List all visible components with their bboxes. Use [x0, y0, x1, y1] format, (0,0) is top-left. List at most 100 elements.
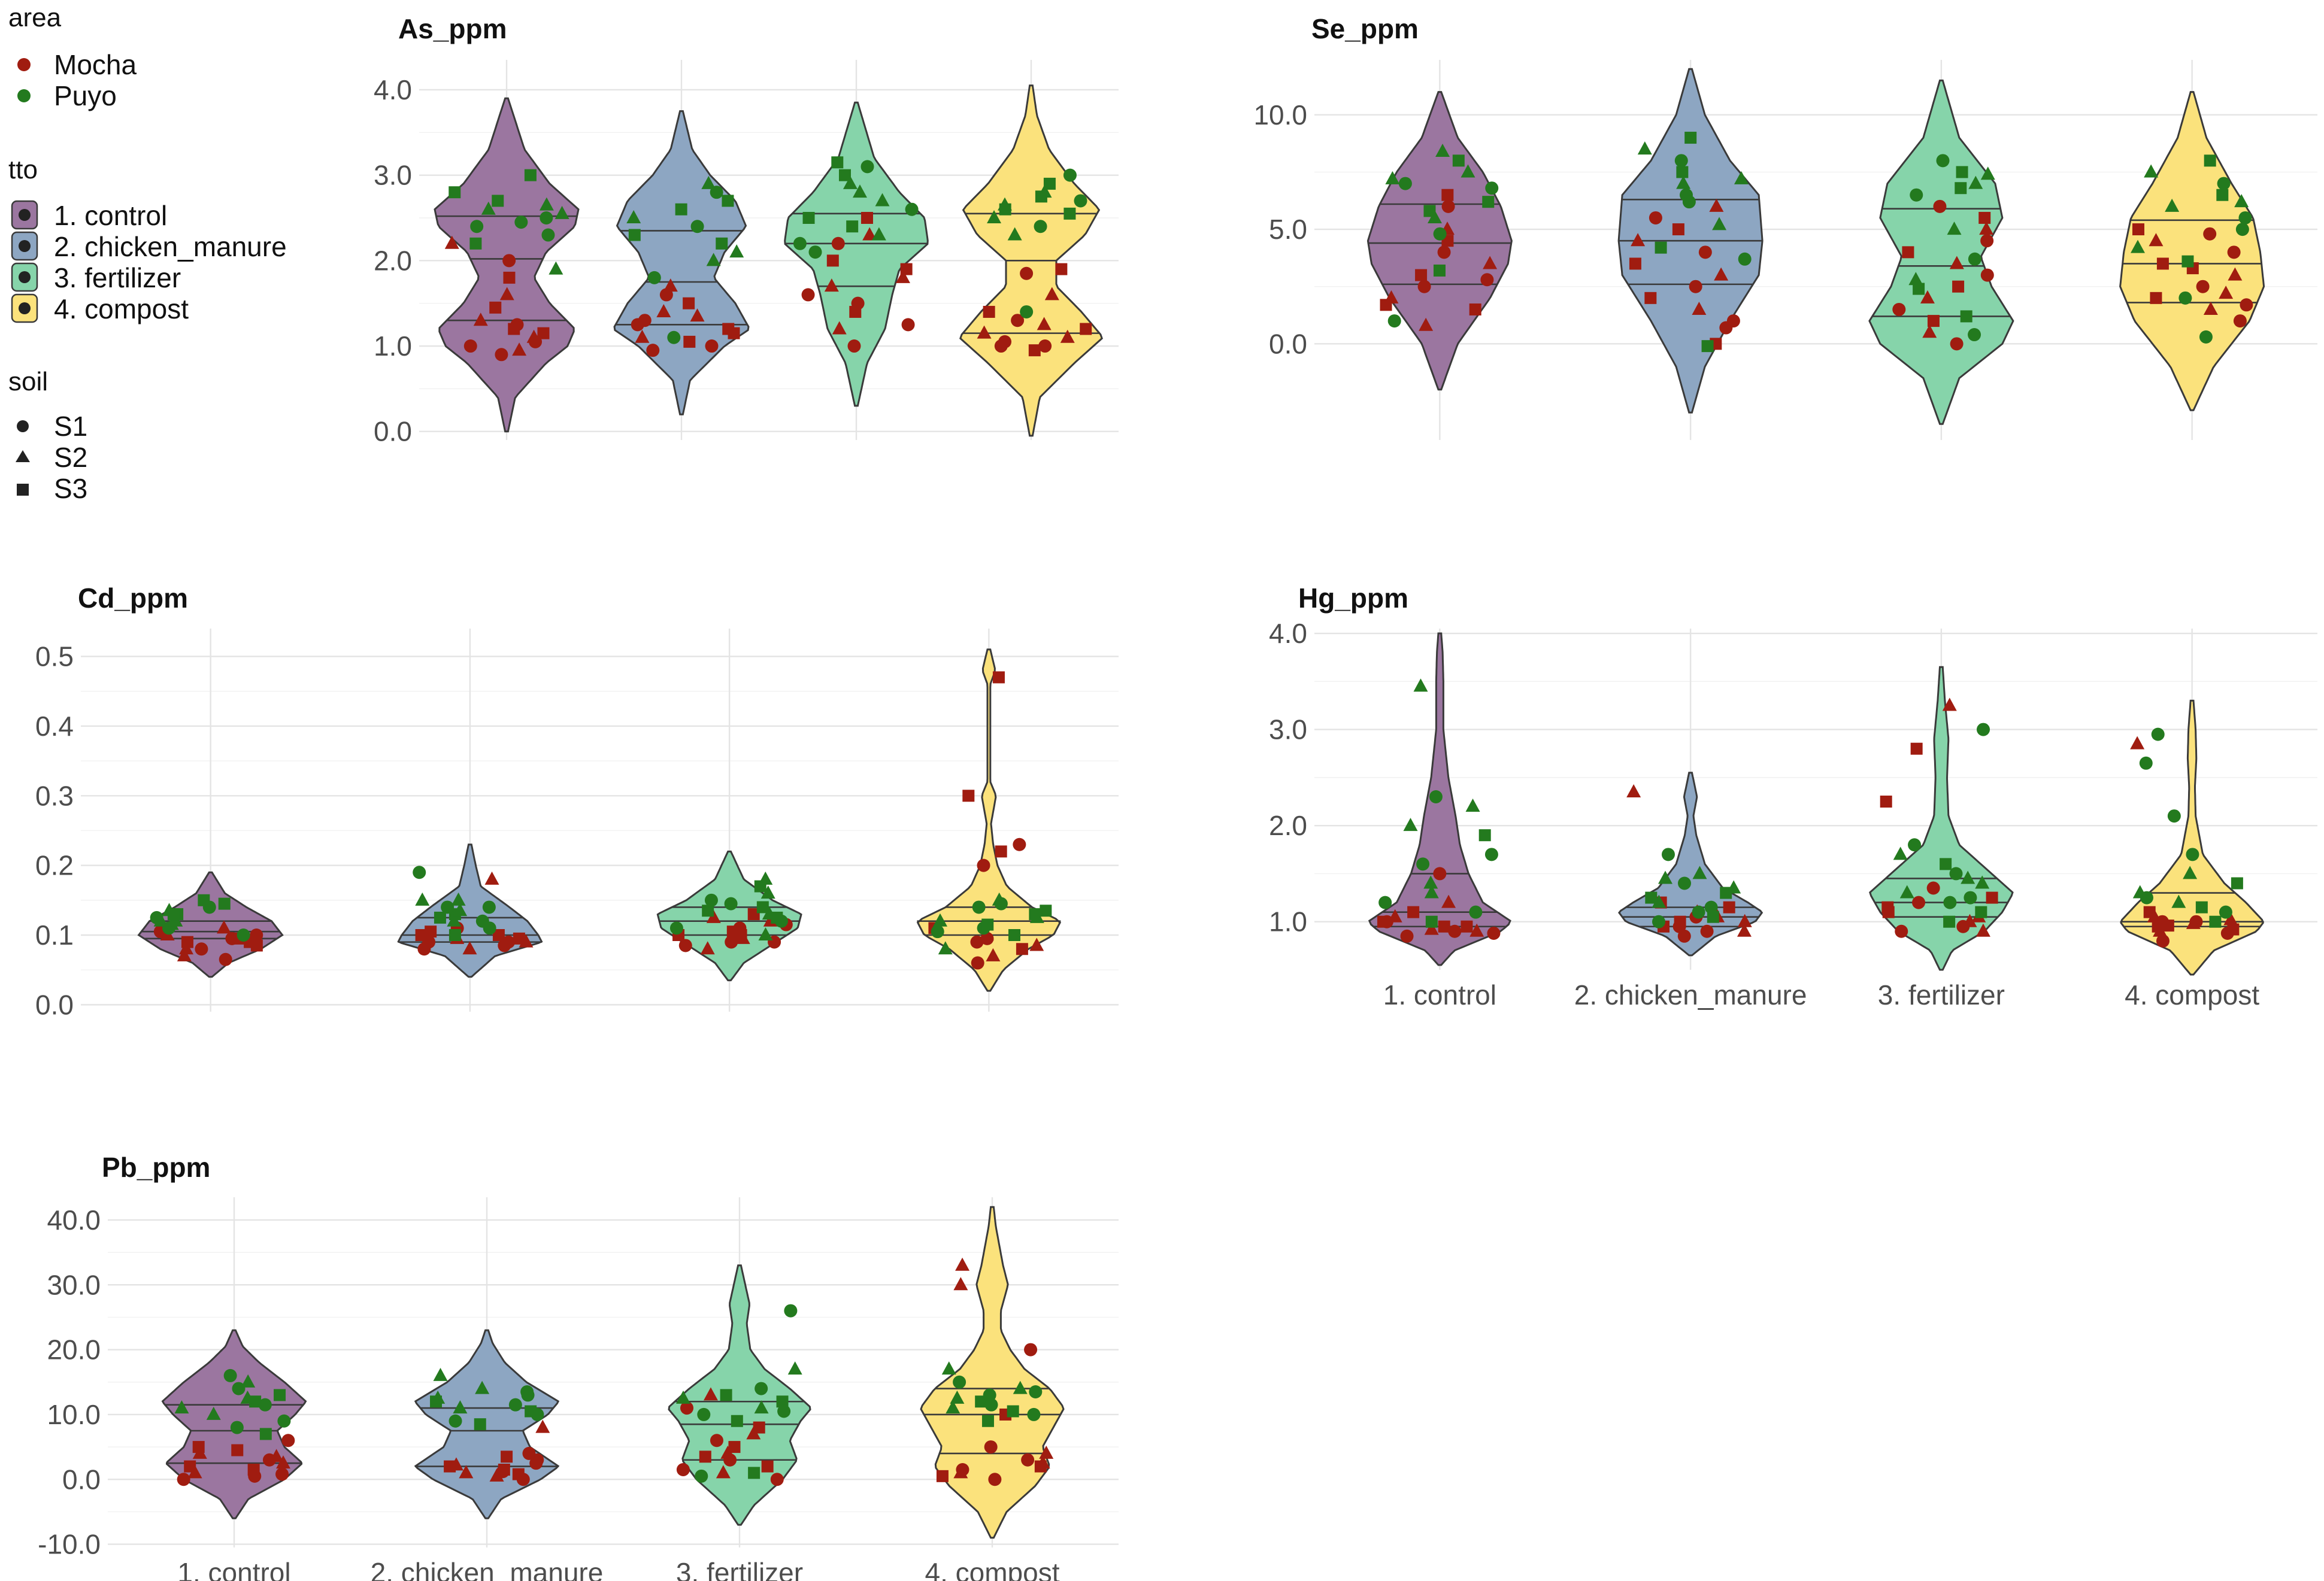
hg-ppm-point [2183, 866, 2198, 879]
pb-ppm-point [247, 1464, 260, 1476]
hg-ppm-ytick-label: 1.0 [1269, 906, 1307, 937]
pb-ppm-point [787, 1361, 802, 1375]
cd-ppm-point [994, 897, 1008, 911]
hg-ppm-point [2219, 905, 2232, 919]
cd-ppm-point [1008, 929, 1021, 941]
pb-ppm-point [720, 1445, 735, 1459]
se-ppm-point [1482, 196, 1495, 208]
hg-ppm-point [1881, 901, 1894, 914]
cd-ppm-ytick-label: 0.3 [35, 780, 74, 811]
pb-ppm-point [955, 1257, 970, 1271]
se-ppm-point [1461, 164, 1475, 178]
se-ppm-point [1423, 205, 1436, 217]
se-ppm-point [2156, 257, 2169, 270]
pb-ppm-point [453, 1400, 468, 1414]
pb-ppm-xtick-label: 3. fertilizer [676, 1557, 803, 1581]
hg-ppm-point [1478, 829, 1491, 842]
se-ppm-point [2132, 223, 2145, 236]
se-ppm-point [1433, 264, 1446, 277]
legend-tto-chicken-manure-key-dot [19, 240, 31, 252]
as-ppm-point [502, 254, 516, 268]
se-ppm-ytick-label: 0.0 [1269, 328, 1307, 359]
hg-ppm-point [1964, 891, 1977, 905]
hg-ppm-point [2195, 901, 2208, 914]
se-ppm-point [2227, 245, 2241, 259]
hg-ppm-point [1465, 799, 1480, 812]
cd-ppm-point [986, 948, 1001, 961]
hg-ppm-point [1652, 894, 1667, 908]
hg-ppm-point [1961, 870, 1975, 884]
as-ppm-point [871, 227, 886, 241]
se-ppm-point [1672, 223, 1684, 236]
se-ppm-point [2204, 154, 2216, 167]
pb-ppm-point [983, 1388, 996, 1402]
pb-ppm-point [953, 1277, 968, 1291]
pb-ppm-point [753, 1421, 765, 1434]
pb-ppm-ytick-label: 30.0 [47, 1269, 101, 1300]
as-ppm-point [489, 301, 502, 314]
as-ppm-point [646, 344, 660, 357]
hg-ppm-point [1975, 906, 1987, 918]
legend-tto-chicken-manure-label: 2. chicken_manure [54, 231, 287, 262]
cd-ppm-point [441, 900, 455, 914]
pb-ppm-point [431, 1390, 446, 1404]
hg-ppm-point [1899, 885, 1914, 899]
pb-ppm-point [936, 1470, 949, 1482]
as-ppm-point [846, 220, 859, 233]
pb-ppm-point [496, 1465, 510, 1479]
cd-ppm-point [195, 942, 208, 956]
panel-as-ppm-plot: 0.0 1.0 2.0 3.0 4.0 [374, 60, 1119, 447]
as-ppm-point [987, 210, 1002, 223]
cd-ppm-point [422, 935, 436, 949]
se-ppm-point [1709, 198, 1724, 212]
as-ppm-point [843, 175, 858, 189]
as-ppm-point [728, 327, 740, 339]
hg-ppm-point [1433, 867, 1447, 881]
as-ppm-point [722, 195, 734, 207]
as-ppm-violin-3-fertilizer [784, 101, 929, 407]
as-ppm-point [537, 327, 550, 339]
pb-ppm-ytick-label: 10.0 [47, 1399, 101, 1430]
hg-ppm-point [1737, 923, 1752, 937]
as-ppm-ytick-label: 1.0 [374, 330, 412, 362]
legend-soil-s2-label: S2 [54, 442, 87, 473]
se-ppm-point [2219, 286, 2234, 299]
se-ppm-point [2238, 211, 2252, 224]
se-ppm-point [1437, 245, 1451, 259]
as-ppm-point [449, 186, 461, 199]
se-ppm-point [1968, 252, 1981, 266]
hg-ppm-point [2171, 894, 2186, 908]
cd-ppm-point [962, 790, 975, 802]
hg-ppm-point [1737, 914, 1752, 927]
hg-ppm-point [1469, 923, 1484, 937]
as-ppm-point [1063, 207, 1076, 220]
se-ppm-point [2181, 255, 2194, 268]
hg-ppm-point [1403, 818, 1418, 832]
hg-ppm-point [1438, 920, 1450, 933]
se-ppm-point [2150, 292, 2162, 304]
se-ppm-point [1676, 166, 1689, 178]
se-ppm-point [2144, 164, 2159, 178]
legend-tto-fertilizer-key-dot [19, 271, 31, 283]
as-ppm-point [900, 263, 913, 275]
pb-ppm-xtick-label: 4. compost [925, 1557, 1060, 1581]
as-ppm-point [905, 202, 919, 216]
pb-ppm-point [1035, 1455, 1050, 1469]
cd-ppm-point [669, 921, 683, 935]
hg-ppm-point [1441, 894, 1456, 908]
legend-area-puyo-label: Puyo [54, 80, 117, 111]
se-ppm-point [1947, 221, 1962, 235]
as-ppm-point [1020, 305, 1034, 318]
as-ppm-point [701, 175, 716, 189]
pb-ppm-point [950, 1390, 965, 1404]
hg-ppm-point [2139, 756, 2153, 770]
pb-ppm-point [675, 1390, 690, 1404]
as-ppm-point [1055, 263, 1068, 275]
se-ppm-point [1920, 290, 1935, 304]
pb-ppm-point [240, 1390, 255, 1404]
as-ppm-point [801, 288, 815, 302]
cd-ppm-point [513, 932, 525, 945]
hg-ppm-point [1704, 900, 1718, 914]
pb-ppm-point [716, 1465, 731, 1479]
pb-ppm-ytick-label: 0.0 [62, 1464, 101, 1495]
